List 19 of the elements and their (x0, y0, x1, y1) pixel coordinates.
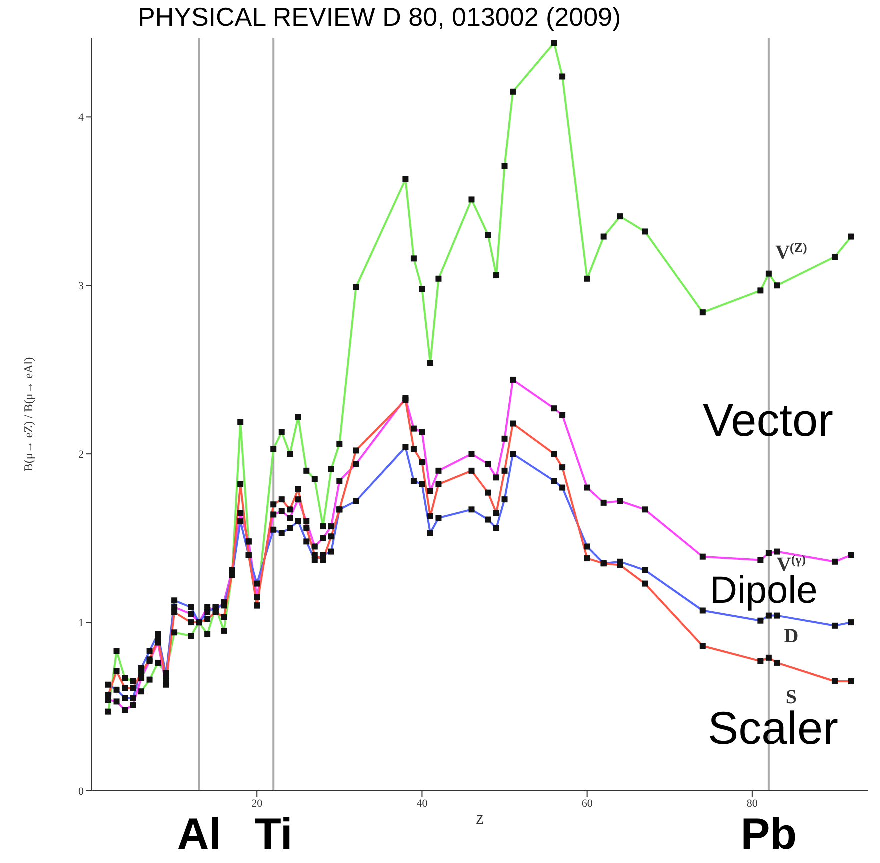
ref-line-label: Ti (254, 810, 293, 859)
text: PHYSICAL REVIEW D 80, 013002 (2009) (138, 2, 622, 33)
y-tick-label: 1 (78, 617, 84, 630)
series-label: V$^{(Z)}$ (776, 239, 808, 264)
x-axis-title: Z (476, 812, 484, 828)
y-axis-title: B(μ→ eZ) / B(μ→ eAl) (21, 357, 36, 472)
series-label: D (784, 626, 799, 648)
series-label: S (786, 686, 798, 709)
x-tick-label: 40 (416, 798, 428, 810)
y-tick-label: 2 (78, 448, 84, 461)
ref-line-label: Al (177, 810, 222, 859)
x-tick-label: 60 (582, 798, 594, 810)
ref-line-label: Pb (740, 810, 798, 859)
annotation: Vector (703, 393, 834, 447)
y-tick-label: 0 (78, 786, 84, 798)
y-tick-label: 4 (78, 112, 84, 124)
x-tick-label: 20 (252, 798, 264, 810)
x-tick-label: 80 (746, 798, 758, 810)
y-tick-label: 3 (78, 280, 84, 293)
